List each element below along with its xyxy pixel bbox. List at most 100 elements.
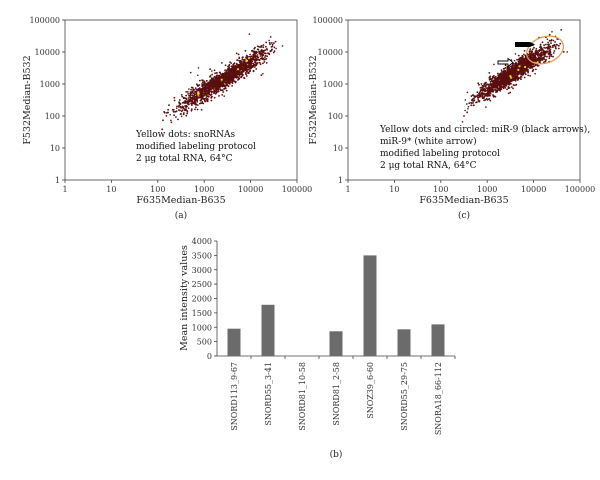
- scatter-point: [194, 108, 196, 111]
- highlight-point: [524, 65, 527, 69]
- scatter-point: [215, 90, 218, 93]
- scatter-point: [216, 80, 219, 83]
- scatter-point: [525, 64, 528, 67]
- scatter-point: [504, 82, 507, 85]
- scatter-point: [529, 48, 532, 50]
- scatter-point: [532, 56, 534, 59]
- scatter-point: [521, 54, 524, 57]
- scatter-point: [530, 67, 532, 69]
- scatter-point: [531, 70, 534, 73]
- highlight-point: [220, 78, 223, 81]
- scatter-point: [173, 96, 176, 99]
- scatter-point: [250, 66, 253, 69]
- scatter-point: [258, 61, 261, 64]
- scatter-point: [225, 74, 228, 77]
- scatter-point: [482, 86, 485, 88]
- scatter-point: [519, 56, 522, 59]
- y-tick-label: 1: [55, 176, 60, 185]
- scatter-point: [480, 83, 483, 85]
- scatter-point: [238, 70, 240, 72]
- scatter-point: [237, 63, 240, 66]
- scatter-point: [242, 63, 245, 65]
- scatter-point: [481, 90, 484, 92]
- scatter-point: [256, 48, 259, 51]
- scatter-point: [486, 95, 489, 97]
- scatter-point: [464, 99, 467, 101]
- scatter-point: [508, 83, 511, 86]
- scatter-point: [254, 66, 256, 68]
- scatter-point: [503, 70, 505, 72]
- scatter-point: [244, 64, 247, 67]
- scatter-point: [487, 86, 490, 89]
- scatter-point: [194, 95, 196, 98]
- scatter-point: [493, 86, 496, 89]
- scatter-point: [208, 91, 211, 94]
- scatter-point: [544, 47, 547, 49]
- scatter-point: [176, 105, 178, 108]
- scatter-point: [271, 45, 274, 48]
- scatter-point: [219, 88, 222, 91]
- y-tick-label: 1: [338, 176, 343, 185]
- scatter-point: [252, 70, 255, 73]
- scatter-point: [255, 68, 258, 70]
- scatter-point: [553, 50, 556, 52]
- scatter-point: [223, 74, 226, 76]
- scatter-point: [229, 69, 232, 72]
- scatter-point: [262, 57, 265, 60]
- scatter-point: [543, 46, 545, 49]
- scatter-point: [230, 72, 232, 75]
- scatter-point: [221, 62, 223, 64]
- scatter-point: [516, 76, 518, 79]
- scatter-point: [185, 91, 188, 93]
- scatter-point: [192, 98, 195, 100]
- scatter-point: [497, 75, 500, 78]
- scatter-point: [260, 44, 263, 47]
- y-tick-label: 10: [333, 144, 343, 153]
- scatter-point: [228, 63, 231, 66]
- scatter-point: [231, 82, 234, 84]
- scatter-point: [221, 89, 224, 92]
- scatter-point: [524, 70, 527, 72]
- scatter-point: [201, 79, 204, 82]
- scatter-point: [515, 66, 517, 69]
- scatter-point: [166, 112, 168, 114]
- scatter-point: [492, 89, 495, 92]
- scatter-point: [516, 58, 518, 61]
- scatter-point: [220, 74, 223, 76]
- scatter-point: [170, 121, 173, 124]
- scatter-point: [228, 75, 231, 77]
- scatter-point: [223, 79, 225, 82]
- scatter-point: [246, 62, 249, 64]
- highlight-point: [236, 68, 240, 71]
- scatter-point: [508, 72, 511, 74]
- scatter-point: [543, 61, 545, 64]
- scatter-point: [200, 109, 203, 111]
- x-tick-label: 10000: [521, 185, 546, 194]
- scatter-point: [489, 93, 492, 95]
- scatter-point: [256, 56, 259, 59]
- scatter-point: [548, 57, 551, 60]
- scatter-point: [505, 80, 508, 83]
- scatter-point: [253, 53, 256, 56]
- scatter-point: [551, 44, 554, 47]
- scatter-point: [236, 59, 239, 61]
- scatter-point: [219, 71, 222, 74]
- scatter-point: [186, 111, 189, 113]
- scatter-point: [541, 59, 544, 61]
- scatter-point: [196, 101, 199, 103]
- scatter-point: [211, 70, 213, 72]
- category-label: SNORD81_10-58: [298, 362, 307, 431]
- scatter-panel-c: 1 10 100 1000 10000 100000 1 10 100 1000 10000 100…: [308, 16, 595, 221]
- scatter-point: [260, 49, 263, 52]
- scatter-point: [534, 56, 537, 59]
- scatter-point: [262, 62, 264, 65]
- scatter-point: [233, 63, 235, 65]
- scatter-point: [229, 74, 232, 76]
- scatter-point: [197, 67, 200, 69]
- scatter-point: [523, 76, 526, 79]
- panel-label-c: (c): [458, 210, 470, 221]
- scatter-point: [225, 82, 227, 85]
- scatter-point: [184, 101, 186, 104]
- scatter-point: [168, 104, 170, 106]
- scatter-point: [268, 52, 270, 55]
